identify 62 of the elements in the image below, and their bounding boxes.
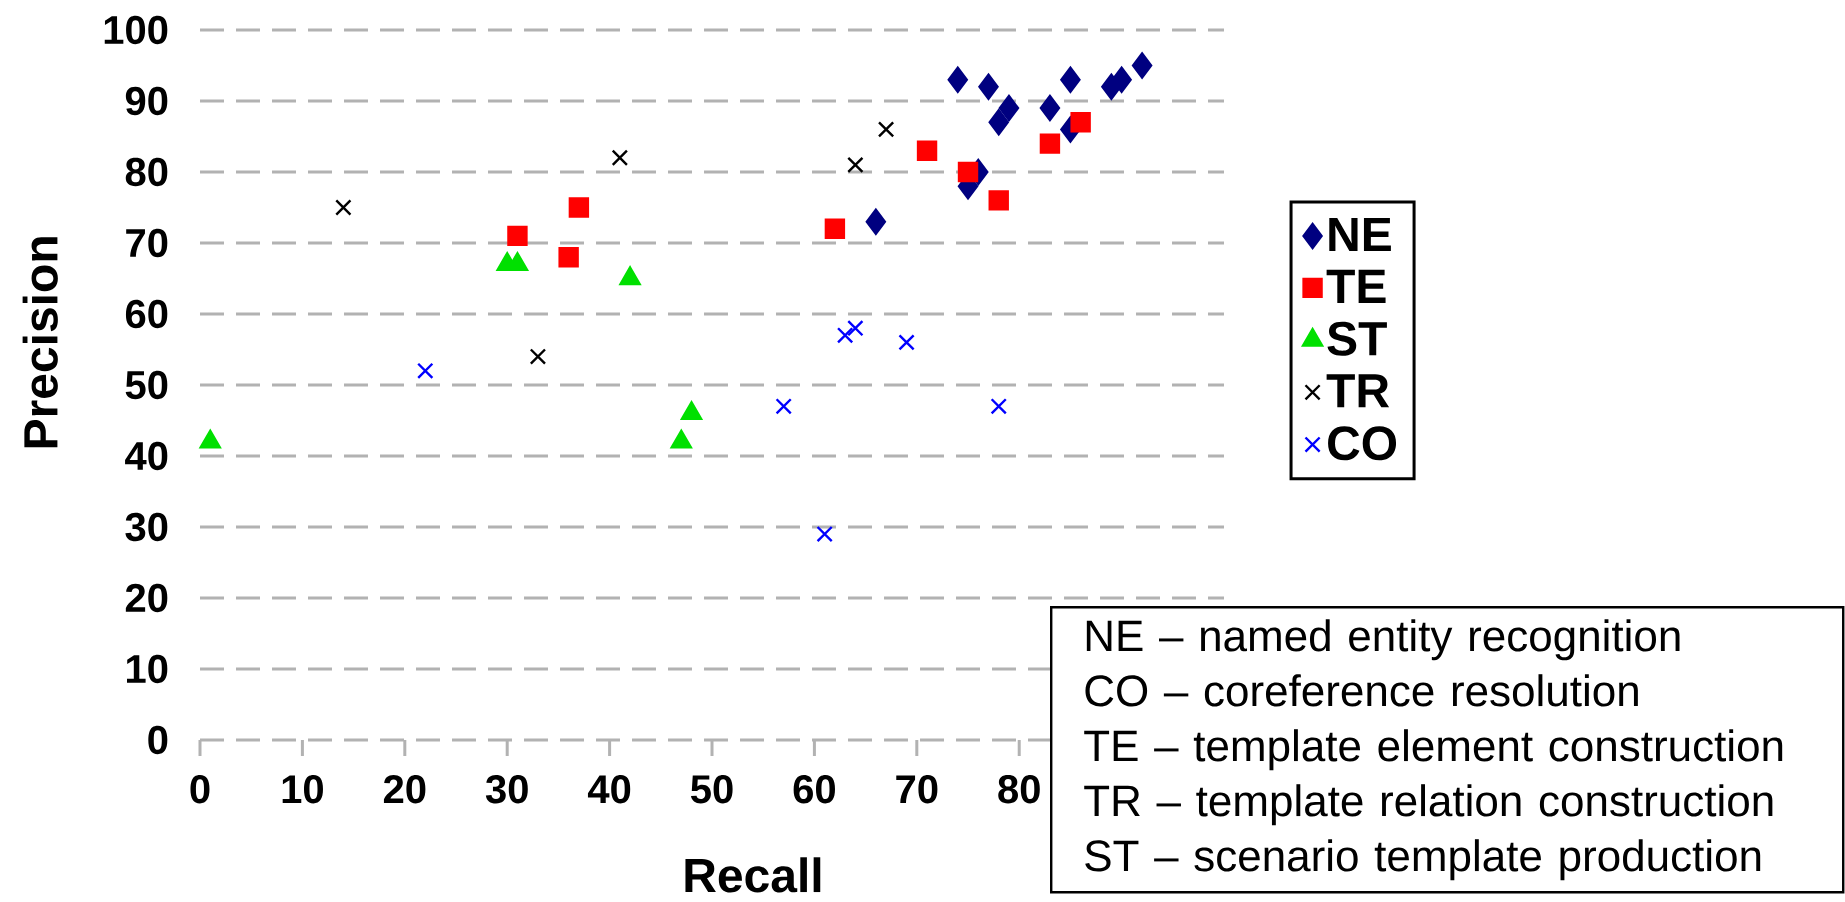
annotation: CO – coreference resolution xyxy=(1085,674,1638,707)
point xyxy=(957,161,979,183)
legend-label: NE xyxy=(1329,217,1391,251)
x-tick-label: 10 xyxy=(282,775,323,804)
annotation: TE – template element construction xyxy=(1084,729,1783,771)
y-tick-label: 40 xyxy=(125,441,168,471)
point xyxy=(1131,52,1153,79)
annotation: NE – named entity recognition xyxy=(1086,619,1680,661)
point xyxy=(990,398,1007,415)
y-tick-label: 0 xyxy=(148,725,168,755)
point xyxy=(529,348,547,365)
point xyxy=(978,73,999,100)
x-axis-title: Recall xyxy=(685,857,821,893)
point xyxy=(1070,112,1091,133)
point xyxy=(775,398,792,415)
x-tick-label: 30 xyxy=(485,775,528,804)
x-tick-label: 70 xyxy=(896,775,938,804)
point xyxy=(335,199,352,216)
x-tick-label: 40 xyxy=(587,775,631,804)
x-tick-label: 20 xyxy=(383,775,426,804)
legend-label: TE xyxy=(1326,269,1386,303)
y-tick-label: 20 xyxy=(125,583,168,613)
y-tick-label: 10 xyxy=(127,654,168,684)
y-tick-label: 100 xyxy=(104,15,168,45)
y-tick-label: 50 xyxy=(125,370,168,400)
point xyxy=(824,218,846,239)
text: ST – scenario template production xyxy=(1085,839,1761,881)
point xyxy=(998,94,1020,122)
point xyxy=(916,140,938,161)
point xyxy=(877,121,895,138)
point xyxy=(988,109,1009,136)
point xyxy=(1039,133,1061,154)
legend-label: CO xyxy=(1328,426,1397,461)
y-tick-label: 30 xyxy=(125,512,168,542)
point xyxy=(816,525,833,543)
legend-label: TR xyxy=(1326,374,1390,408)
point xyxy=(417,362,434,380)
y-axis-title: Precision xyxy=(22,237,58,448)
point xyxy=(1060,66,1081,93)
point xyxy=(865,208,887,235)
point xyxy=(836,327,854,344)
point xyxy=(1111,66,1132,93)
point xyxy=(558,247,579,268)
point xyxy=(988,190,1009,211)
x-tick-label: 80 xyxy=(998,775,1040,804)
point xyxy=(1039,94,1061,122)
x-tick-label: 0 xyxy=(190,775,210,804)
y-tick-label: 70 xyxy=(126,228,168,258)
y-tick-label: 60 xyxy=(125,299,168,329)
text: TR – template relation construction xyxy=(1084,784,1773,826)
y-tick-label: 80 xyxy=(125,157,168,187)
legend-label: ST xyxy=(1327,321,1387,356)
point xyxy=(947,66,968,93)
point xyxy=(847,156,864,174)
point xyxy=(507,225,528,247)
point xyxy=(568,197,590,218)
point xyxy=(898,334,915,351)
x-tick-label: 50 xyxy=(690,775,733,804)
point xyxy=(611,149,629,167)
y-tick-label: 90 xyxy=(125,86,168,116)
point xyxy=(847,319,864,337)
x-tick-label: 60 xyxy=(793,775,835,804)
